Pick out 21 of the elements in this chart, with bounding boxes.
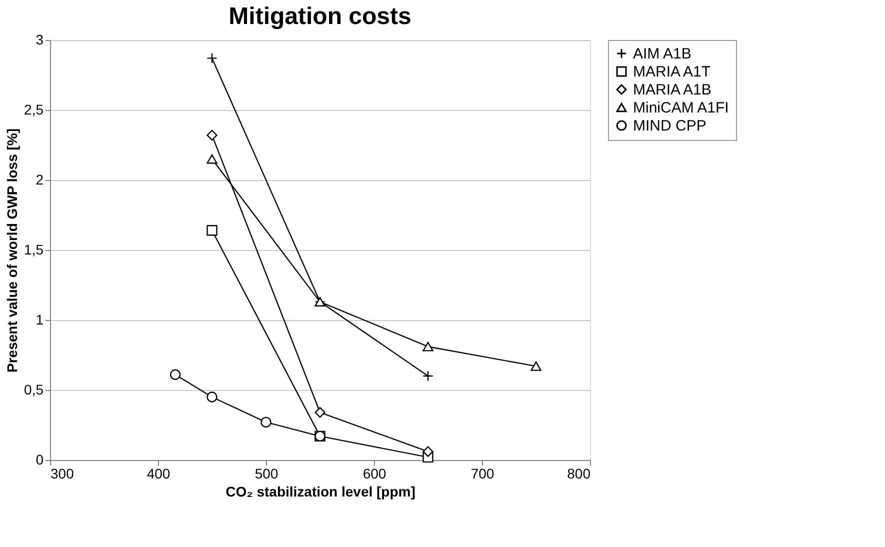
y-axis-title: Present value of world GWP loss [%] [4, 128, 20, 373]
x-axis-title: CO₂ stabilization level [ppm] [226, 484, 416, 500]
legend-label: MARIA A1T [633, 64, 711, 80]
y-tick-label: 0 [36, 452, 44, 468]
x-tick-label: 700 [470, 466, 494, 482]
y-tick-label: 0,5 [24, 382, 44, 398]
chart-title: Mitigation costs [228, 3, 412, 30]
y-tick-label: 3 [36, 32, 44, 48]
x-tick-label: 600 [362, 466, 386, 482]
legend-label: AIM A1B [633, 46, 692, 62]
x-tick-label: 400 [146, 466, 170, 482]
x-tick-label: 800 [567, 466, 591, 482]
y-tick-label: 2 [36, 172, 44, 188]
y-tick-label: 1,5 [24, 242, 44, 258]
x-tick-label: 300 [50, 466, 74, 482]
legend-label: MIND CPP [633, 118, 706, 134]
x-tick-label: 500 [254, 466, 278, 482]
y-tick-label: 1 [36, 312, 44, 328]
legend-label: MiniCAM A1FI [633, 100, 729, 116]
legend-label: MARIA A1B [633, 82, 712, 98]
y-tick-label: 2,5 [24, 102, 44, 118]
